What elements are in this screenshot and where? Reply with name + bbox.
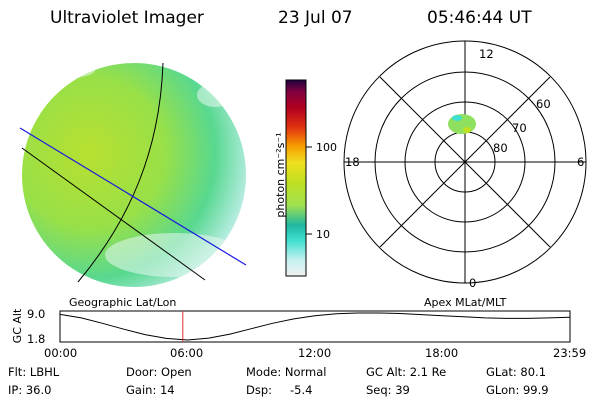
polar-plot xyxy=(343,40,587,284)
door-info: Door: Open xyxy=(126,365,192,379)
colorbar-unit: photon cm⁻²s⁻¹ xyxy=(274,132,287,218)
seq-info: Seq: 39 xyxy=(366,383,410,397)
gain-info: Gain: 14 xyxy=(126,383,175,397)
orbit-xtick-1200: 12:00 xyxy=(298,346,332,360)
orbit-ytick-bottom: 1.8 xyxy=(27,332,46,346)
orbit-xtick-0600: 06:00 xyxy=(170,346,204,360)
dsp-value: -5.4 xyxy=(290,383,313,397)
apex-panel-label: Apex MLat/MLT xyxy=(424,296,507,309)
mlat-label-70: 70 xyxy=(512,121,527,135)
colorbar xyxy=(285,79,312,277)
mode-info: Mode: Normal xyxy=(246,365,327,379)
image-date: 23 Jul 07 xyxy=(278,8,353,28)
glon-info: GLon: 99.9 xyxy=(486,383,549,397)
dsp-label: Dsp: xyxy=(246,383,273,397)
colorbar-label-10: 10 xyxy=(316,228,330,241)
mlt-label-6: 6 xyxy=(577,155,585,169)
orbit-xtick-1800: 18:00 xyxy=(425,346,459,360)
orbit-xtick-0000: 00:00 xyxy=(44,346,78,360)
ip-info: IP: 36.0 xyxy=(8,383,52,397)
geographic-image xyxy=(19,62,247,287)
orbit-xtick-2359: 23:59 xyxy=(553,346,587,360)
orbit-frame xyxy=(59,310,571,343)
mlt-label-12: 12 xyxy=(479,47,494,61)
orbit-altitude-curve xyxy=(59,312,571,341)
orbit-ytick-top: 9.0 xyxy=(27,307,46,321)
auroral-patch xyxy=(448,114,476,134)
latitude-line xyxy=(21,147,206,281)
orbit-axis-label: GC Alt xyxy=(11,308,24,344)
filter-info: Flt: LBHL xyxy=(8,365,60,379)
instrument-title: Ultraviolet Imager xyxy=(50,8,204,28)
geographic-panel-label: Geographic Lat/Lon xyxy=(69,296,177,309)
glat-info: GLat: 80.1 xyxy=(486,365,547,379)
colorbar-label-100: 100 xyxy=(316,141,337,154)
image-time: 05:46:44 UT xyxy=(427,8,532,28)
mlt-label-18: 18 xyxy=(345,155,360,169)
mlat-label-80: 80 xyxy=(493,141,508,155)
gc-alt-info: GC Alt: 2.1 Re xyxy=(366,365,447,379)
orbit-plot xyxy=(59,310,571,343)
terminator-line xyxy=(19,127,247,266)
meridian-line xyxy=(77,62,164,283)
colorbar-scale xyxy=(285,79,307,277)
mlat-label-60: 60 xyxy=(536,97,551,111)
mlt-label-0: 0 xyxy=(469,276,477,290)
